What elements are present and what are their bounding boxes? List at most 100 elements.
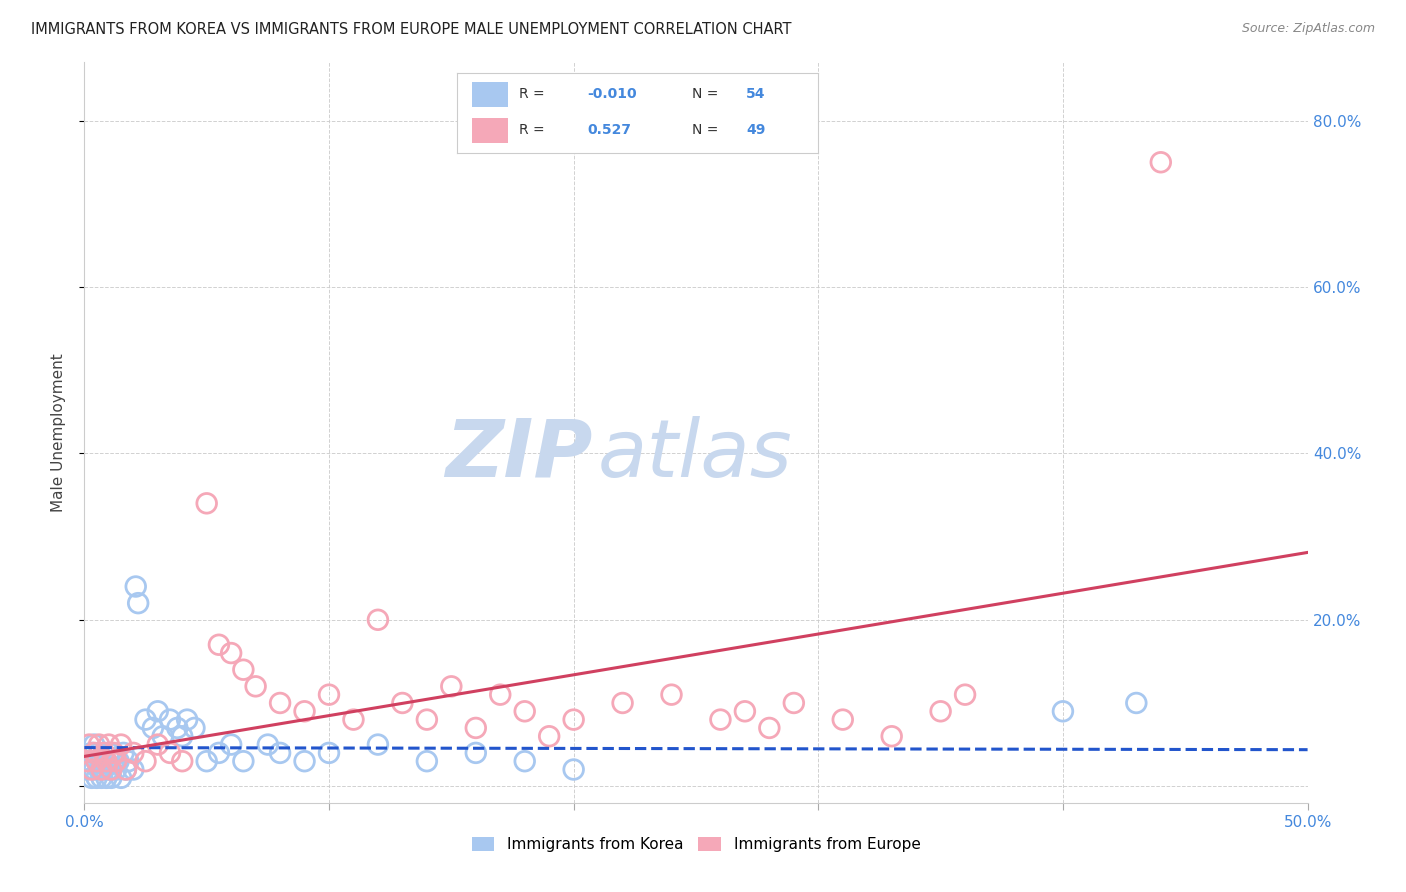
Text: IMMIGRANTS FROM KOREA VS IMMIGRANTS FROM EUROPE MALE UNEMPLOYMENT CORRELATION CH: IMMIGRANTS FROM KOREA VS IMMIGRANTS FROM… [31, 22, 792, 37]
Point [115, 763, 138, 777]
Legend: Immigrants from Korea, Immigrants from Europe: Immigrants from Korea, Immigrants from E… [465, 830, 927, 858]
Point [87, 746, 110, 760]
Point [146, 704, 169, 718]
Point [86, 754, 108, 768]
Point [513, 704, 536, 718]
Point [100, 771, 122, 785]
Point [112, 746, 135, 760]
Point [831, 713, 853, 727]
Point [929, 704, 952, 718]
Text: Source: ZipAtlas.com: Source: ZipAtlas.com [1241, 22, 1375, 36]
Point [86, 771, 108, 785]
Point [342, 713, 364, 727]
Point [107, 754, 129, 768]
Point [100, 763, 122, 777]
Point [97, 738, 120, 752]
Point [709, 713, 731, 727]
Point [1125, 696, 1147, 710]
Point [219, 738, 242, 752]
Point [538, 729, 561, 743]
Point [86, 754, 108, 768]
Point [166, 721, 188, 735]
Point [117, 754, 139, 768]
Point [734, 704, 756, 718]
Point [159, 746, 181, 760]
Point [127, 596, 149, 610]
Point [152, 729, 174, 743]
Point [122, 746, 145, 760]
Point [77, 754, 100, 768]
Point [1150, 155, 1173, 169]
Point [103, 746, 125, 760]
Point [783, 696, 806, 710]
Point [83, 763, 105, 777]
Point [562, 713, 585, 727]
Point [83, 738, 105, 752]
Point [953, 688, 976, 702]
Point [172, 729, 194, 743]
Point [96, 771, 118, 785]
Text: ZIP: ZIP [444, 416, 592, 494]
Point [100, 763, 122, 777]
Point [464, 721, 486, 735]
Point [257, 738, 280, 752]
Point [135, 754, 157, 768]
Point [146, 738, 169, 752]
Point [464, 746, 486, 760]
Point [513, 754, 536, 768]
Point [125, 580, 148, 594]
Point [183, 721, 205, 735]
Point [245, 679, 267, 693]
Point [391, 696, 413, 710]
Point [97, 763, 120, 777]
Point [232, 754, 254, 768]
Point [93, 763, 115, 777]
Point [90, 754, 112, 768]
Point [93, 746, 115, 760]
Point [90, 771, 112, 785]
Point [87, 738, 110, 752]
Point [318, 688, 340, 702]
Point [76, 754, 98, 768]
Point [612, 696, 634, 710]
Point [97, 746, 120, 760]
Point [87, 763, 110, 777]
Point [110, 738, 132, 752]
Point [367, 613, 389, 627]
Point [96, 754, 118, 768]
Point [142, 721, 165, 735]
Text: atlas: atlas [598, 416, 793, 494]
Point [93, 746, 115, 760]
Point [232, 663, 254, 677]
Point [294, 704, 316, 718]
Point [440, 679, 463, 693]
Point [77, 738, 100, 752]
Point [90, 763, 112, 777]
Point [318, 746, 340, 760]
Point [416, 713, 439, 727]
Point [80, 771, 103, 785]
Point [367, 738, 389, 752]
Point [96, 754, 118, 768]
Point [80, 746, 103, 760]
Point [208, 638, 231, 652]
Point [122, 763, 145, 777]
Point [80, 763, 103, 777]
Point [294, 754, 316, 768]
Point [105, 763, 128, 777]
Point [269, 746, 291, 760]
Point [880, 729, 903, 743]
Point [562, 763, 585, 777]
Point [76, 763, 98, 777]
Point [219, 646, 242, 660]
Point [269, 696, 291, 710]
Y-axis label: Male Unemployment: Male Unemployment [51, 353, 66, 512]
Point [83, 746, 105, 760]
Point [110, 771, 132, 785]
Point [416, 754, 439, 768]
Point [103, 754, 125, 768]
Point [195, 754, 218, 768]
Point [208, 746, 231, 760]
Point [1052, 704, 1074, 718]
Point [758, 721, 780, 735]
